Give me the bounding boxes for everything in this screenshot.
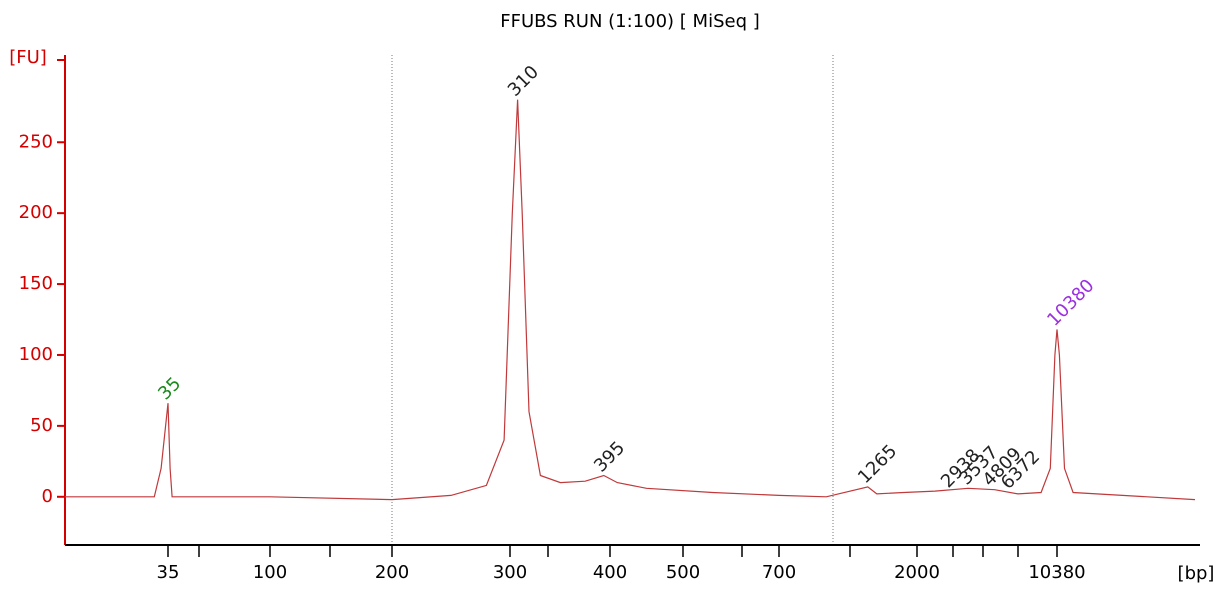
peak-label: 395 (590, 437, 629, 476)
peak-label: 10380 (1043, 275, 1098, 330)
x-tick-label: 2000 (894, 562, 940, 583)
x-tick-label: 10380 (1028, 562, 1085, 583)
x-tick-label: 100 (253, 562, 287, 583)
x-tick-label: 400 (593, 562, 627, 583)
peak-label: 1265 (854, 441, 901, 488)
y-tick-label: 100 (19, 344, 53, 365)
y-tick-label: 250 (19, 131, 53, 152)
y-tick-label: 150 (19, 273, 53, 294)
chart-title: FFUBS RUN (1:100) [ MiSeq ] (500, 11, 760, 32)
x-tick-label: 500 (666, 562, 700, 583)
y-tick-label: 50 (30, 415, 53, 436)
x-tick-label: 200 (375, 562, 409, 583)
x-axis-label: [bp] (1178, 563, 1215, 584)
y-tick-label: 0 (42, 486, 53, 507)
y-tick-label: 200 (19, 202, 53, 223)
peak-label: 35 (154, 373, 185, 404)
x-tick-label: 700 (762, 562, 796, 583)
y-axis-label: [FU] (9, 47, 47, 68)
peak-label: 310 (504, 62, 543, 101)
x-tick-label: 35 (157, 562, 180, 583)
trace (65, 99, 1196, 501)
x-tick-label: 300 (493, 562, 527, 583)
